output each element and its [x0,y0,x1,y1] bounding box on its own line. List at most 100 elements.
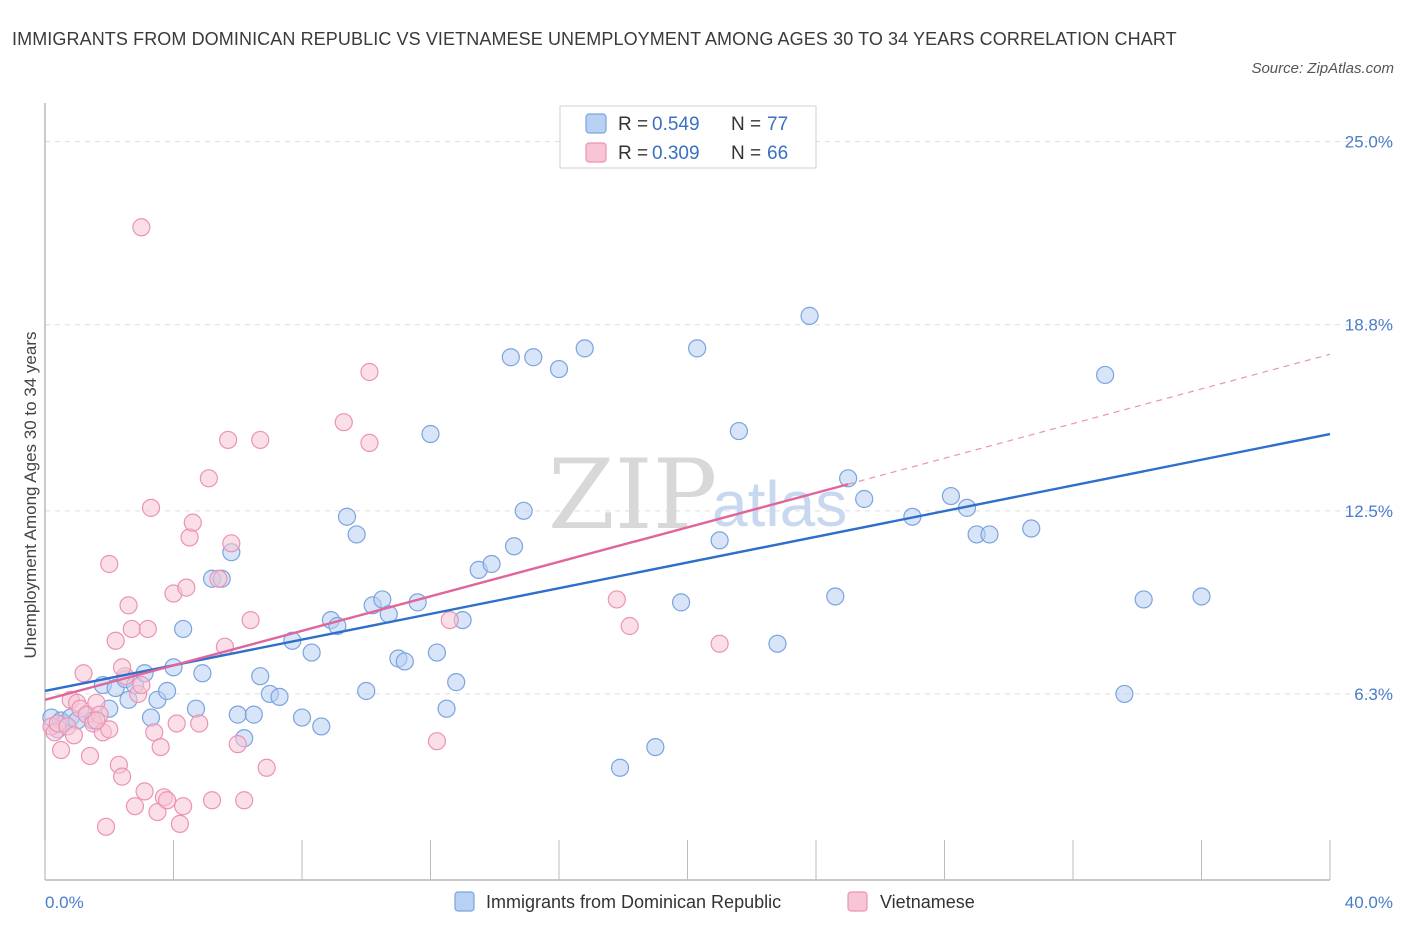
point-blue-69 [855,489,874,509]
bottom-legend-label-blue: Immigrants from Dominican Republic [486,892,781,912]
y-tick-label-1: 12.5% [1345,502,1393,521]
point-blue-19 [174,619,193,639]
point-pink-16 [96,817,116,836]
bottom-legend-swatch-blue [454,891,475,912]
point-pink-49 [222,534,241,553]
y-tick-label-0: 6.3% [1354,685,1393,704]
legend-n-label-2: N = [731,143,761,164]
point-pink-11 [80,746,100,766]
point-pink-42 [183,513,202,532]
point-blue-21 [193,664,212,683]
point-blue-77 [1134,590,1153,609]
x-tick-labels: 0.0% 40.0% [45,893,1393,912]
point-blue-48 [437,699,456,718]
bottom-legend-swatch-pink [847,891,868,912]
point-pink-24 [122,619,141,639]
point-pink-51 [235,791,254,810]
y-tick-labels: 6.3% 12.5% 18.8% 25.0% [1345,133,1393,704]
source-label: Source: ZipAtlas.com [1251,60,1394,77]
data-points [42,218,1211,836]
point-blue-55 [514,501,533,520]
point-pink-9 [74,664,93,683]
point-blue-57 [549,359,569,379]
point-pink-40 [177,578,196,597]
legend-swatch-blue [585,113,607,134]
point-blue-59 [610,758,630,777]
x-tick-label-1: 40.0% [1345,893,1393,912]
trend-line-blue [44,432,1331,693]
point-blue-75 [1022,519,1041,538]
point-pink-6 [64,726,84,745]
point-blue-49 [447,673,466,692]
point-blue-66 [800,306,819,325]
point-pink-41 [180,528,199,547]
trend-line-pink [44,483,849,701]
point-pink-18 [100,554,119,574]
point-pink-54 [257,758,276,777]
point-pink-33 [151,737,170,757]
point-blue-33 [302,643,321,662]
point-pink-59 [440,610,459,630]
legend-n-value-1: 77 [767,114,788,135]
point-blue-17 [157,681,177,701]
point-blue-63 [710,531,729,550]
point-blue-76 [1096,365,1115,385]
point-blue-44 [395,652,414,671]
point-pink-30 [141,498,161,517]
point-blue-53 [501,348,520,367]
point-blue-20 [186,699,206,718]
point-pink-3 [51,740,71,760]
y-tick-label-3: 25.0% [1345,133,1393,152]
point-pink-58 [427,732,447,751]
point-blue-25 [228,705,247,724]
legend-r-label-2: R = [618,143,648,164]
legend-n-label-1: N = [731,114,761,135]
point-pink-39 [174,797,193,816]
watermark-atlas: atlas [712,468,847,540]
point-blue-47 [427,643,447,662]
point-pink-23 [119,596,138,615]
point-pink-29 [138,619,157,639]
point-pink-38 [170,814,190,833]
trend-line-pink-extension [847,353,1331,485]
legend-r-value-1: 0.549 [652,114,700,135]
point-blue-65 [768,634,787,653]
point-pink-44 [199,469,218,488]
point-blue-67 [826,587,845,606]
grid-lines [45,141,1390,695]
point-pink-56 [360,362,379,382]
point-pink-19 [106,631,125,650]
y-tick-label-2: 18.8% [1345,316,1393,335]
legend-box: R = 0.549 N = 77 R = 0.309 N = 66 [559,105,817,169]
point-blue-61 [671,593,691,612]
point-pink-62 [710,634,729,653]
point-pink-46 [209,569,228,588]
point-pink-52 [241,610,260,630]
point-blue-39 [357,681,376,701]
point-blue-34 [312,717,331,736]
point-blue-28 [251,667,270,686]
point-pink-35 [157,791,177,810]
y-axis-label: Unemployment Among Ages 30 to 34 years [21,332,40,659]
point-blue-71 [941,486,961,506]
point-pink-55 [334,413,353,432]
point-blue-37 [337,507,357,526]
point-pink-60 [607,590,626,609]
point-pink-45 [202,791,222,810]
point-pink-48 [219,430,238,450]
point-blue-79 [1115,684,1134,704]
legend-swatch-pink [585,142,607,163]
point-pink-25 [125,797,145,816]
point-pink-17 [100,720,119,739]
point-blue-58 [575,339,594,358]
x-tick-label-0: 0.0% [45,893,84,912]
bottom-legend: Immigrants from Dominican Republic Vietn… [454,891,975,912]
legend-r-label-1: R = [618,114,648,135]
point-blue-15 [141,708,161,727]
bottom-legend-label-pink: Vietnamese [880,892,975,912]
axes [44,103,1331,881]
watermark-zip: ZIP [548,439,717,551]
point-blue-32 [292,708,312,727]
point-pink-27 [132,675,151,695]
